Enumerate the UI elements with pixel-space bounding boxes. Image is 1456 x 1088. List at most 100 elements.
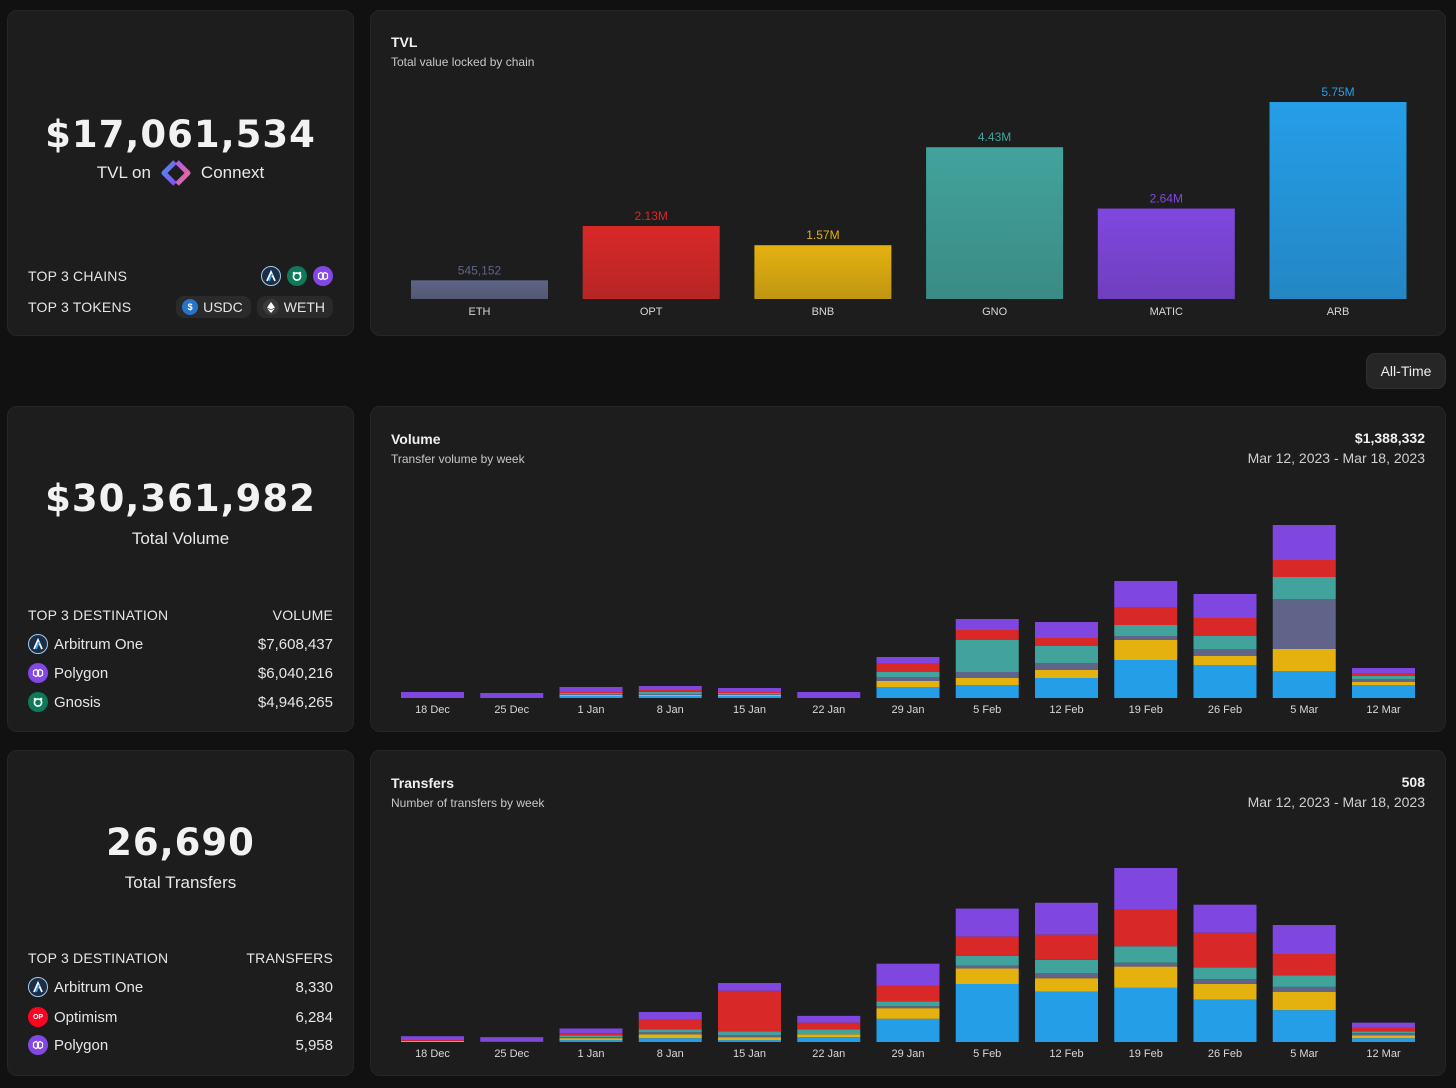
volume-segment-gno[interactable] — [955, 640, 1019, 672]
volume-segment-matic[interactable] — [876, 657, 940, 663]
volume-segment-arb[interactable] — [638, 696, 702, 698]
transfers-segment-gno[interactable] — [1114, 946, 1178, 963]
volume-segment-arb[interactable] — [1114, 660, 1178, 698]
transfers-segment-matic[interactable] — [1272, 925, 1336, 955]
transfers-segment-gno[interactable] — [1272, 975, 1336, 987]
volume-segment-bnb[interactable] — [1193, 656, 1257, 665]
volume-segment-gno[interactable] — [559, 693, 623, 694]
transfers-segment-arb[interactable] — [876, 1018, 940, 1042]
volume-segment-matic[interactable] — [559, 687, 623, 692]
volume-segment-eth[interactable] — [1114, 636, 1178, 640]
volume-segment-opt[interactable] — [1193, 618, 1257, 636]
volume-segment-eth[interactable] — [955, 672, 1019, 678]
volume-segment-bnb[interactable] — [638, 695, 702, 696]
transfers-segment-gno[interactable] — [559, 1035, 623, 1038]
transfers-segment-arb[interactable] — [1114, 987, 1178, 1042]
transfers-segment-bnb[interactable] — [718, 1037, 781, 1041]
transfers-segment-arb[interactable] — [638, 1038, 702, 1042]
transfers-segment-matic[interactable] — [480, 1037, 544, 1042]
volume-segment-bnb[interactable] — [1035, 670, 1098, 678]
volume-segment-bnb[interactable] — [1272, 649, 1336, 671]
volume-segment-matic[interactable] — [718, 688, 781, 692]
volume-segment-arb[interactable] — [1272, 671, 1336, 698]
volume-segment-opt[interactable] — [718, 692, 781, 693]
volume-segment-matic[interactable] — [480, 693, 544, 698]
volume-segment-matic[interactable] — [638, 686, 702, 690]
transfers-segment-gno[interactable] — [1193, 967, 1257, 980]
volume-segment-eth[interactable] — [559, 694, 623, 695]
transfers-segment-arb[interactable] — [1352, 1038, 1415, 1042]
volume-segment-opt[interactable] — [1035, 638, 1098, 646]
transfers-segment-opt[interactable] — [1114, 909, 1178, 947]
transfers-segment-gno[interactable] — [876, 1001, 940, 1007]
transfers-segment-bnb[interactable] — [797, 1034, 861, 1038]
volume-segment-opt[interactable] — [1272, 560, 1336, 577]
transfers-segment-matic[interactable] — [1352, 1022, 1415, 1028]
volume-segment-gno[interactable] — [1272, 577, 1336, 599]
transfers-segment-opt[interactable] — [480, 1041, 544, 1042]
transfers-segment-opt[interactable] — [955, 936, 1019, 956]
volume-segment-gno[interactable] — [638, 692, 702, 694]
volume-segment-bnb[interactable] — [1114, 640, 1178, 660]
transfers-segment-gno[interactable] — [955, 955, 1019, 966]
volume-segment-eth[interactable] — [876, 677, 940, 681]
transfers-segment-bnb[interactable] — [1114, 966, 1178, 988]
volume-segment-arb[interactable] — [955, 685, 1019, 698]
transfers-segment-opt[interactable] — [638, 1019, 702, 1030]
transfers-segment-matic[interactable] — [401, 1036, 464, 1041]
volume-segment-gno[interactable] — [718, 693, 781, 694]
volume-segment-bnb[interactable] — [1352, 682, 1415, 685]
transfers-segment-eth[interactable] — [1193, 979, 1257, 984]
transfers-segment-gno[interactable] — [1352, 1031, 1415, 1034]
transfers-segment-arb[interactable] — [1193, 999, 1257, 1042]
transfers-segment-opt[interactable] — [797, 1022, 861, 1030]
volume-segment-matic[interactable] — [955, 619, 1019, 630]
transfers-segment-opt[interactable] — [1272, 954, 1336, 976]
tvl-bar-opt[interactable] — [582, 226, 720, 299]
volume-segment-gno[interactable] — [1035, 646, 1098, 663]
transfers-segment-gno[interactable] — [797, 1029, 861, 1035]
transfers-segment-matic[interactable] — [876, 963, 940, 986]
tvl-bar-bnb[interactable] — [754, 245, 892, 299]
transfers-segment-opt[interactable] — [718, 990, 781, 1032]
volume-segment-matic[interactable] — [1352, 668, 1415, 673]
tvl-bar-arb[interactable] — [1269, 102, 1407, 299]
transfers-segment-bnb[interactable] — [955, 968, 1019, 984]
transfers-segment-matic[interactable] — [1193, 904, 1257, 933]
volume-segment-eth[interactable] — [1035, 663, 1098, 670]
volume-segment-opt[interactable] — [876, 663, 940, 672]
transfers-segment-opt[interactable] — [1352, 1027, 1415, 1032]
transfers-segment-eth[interactable] — [876, 1006, 940, 1009]
volume-segment-matic[interactable] — [1114, 581, 1178, 607]
volume-segment-bnb[interactable] — [876, 681, 940, 687]
transfers-segment-bnb[interactable] — [1272, 991, 1336, 1011]
volume-segment-opt[interactable] — [1114, 607, 1178, 625]
transfers-segment-eth[interactable] — [1035, 973, 1098, 979]
transfers-segment-opt[interactable] — [559, 1033, 623, 1036]
transfers-segment-arb[interactable] — [559, 1040, 623, 1042]
volume-segment-opt[interactable] — [638, 690, 702, 692]
transfers-segment-arb[interactable] — [1035, 991, 1098, 1042]
volume-segment-opt[interactable] — [559, 692, 623, 693]
volume-segment-bnb[interactable] — [718, 695, 781, 696]
volume-segment-gno[interactable] — [1193, 636, 1257, 649]
transfers-segment-bnb[interactable] — [1352, 1035, 1415, 1039]
transfers-segment-eth[interactable] — [1272, 986, 1336, 992]
transfers-segment-eth[interactable] — [638, 1032, 702, 1035]
volume-segment-arb[interactable] — [1193, 665, 1257, 698]
transfers-segment-eth[interactable] — [1114, 962, 1178, 967]
transfers-segment-gno[interactable] — [638, 1029, 702, 1033]
transfers-segment-matic[interactable] — [1114, 867, 1178, 910]
volume-segment-gno[interactable] — [1352, 676, 1415, 679]
transfers-segment-matic[interactable] — [955, 908, 1019, 937]
transfers-segment-eth[interactable] — [718, 1035, 781, 1038]
transfers-segment-arb[interactable] — [1272, 1010, 1336, 1042]
volume-segment-eth[interactable] — [718, 694, 781, 695]
volume-segment-eth[interactable] — [1193, 649, 1257, 656]
transfers-segment-bnb[interactable] — [876, 1008, 940, 1019]
transfers-segment-matic[interactable] — [1035, 902, 1098, 935]
transfers-segment-bnb[interactable] — [638, 1034, 702, 1039]
transfers-segment-bnb[interactable] — [1035, 978, 1098, 992]
volume-segment-bnb[interactable] — [955, 678, 1019, 685]
volume-segment-matic[interactable] — [401, 692, 464, 698]
